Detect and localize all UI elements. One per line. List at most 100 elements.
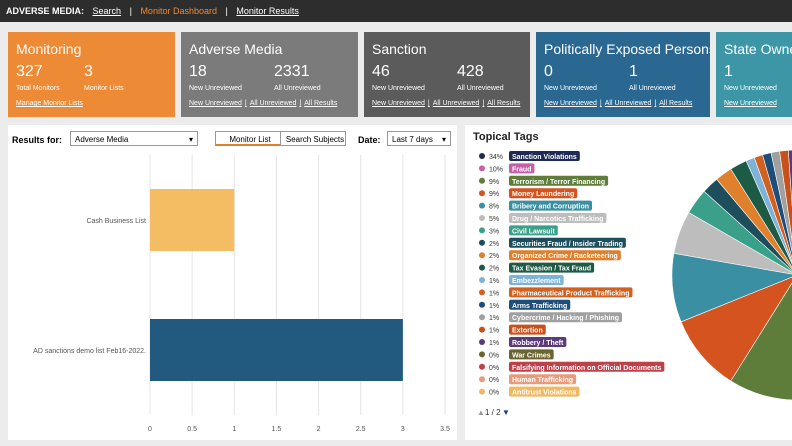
separator: | [244,100,247,107]
tag-label: Embezzlement [512,278,561,285]
stat-label: New Unreviewed [189,85,242,92]
tags-panel: Topical Tags ▲ 1 / 2 ▼ 34% Sanction Viola… [465,125,792,440]
card: Monitoring 327 Total Monitors 3 Monitor List… [8,32,175,117]
card-link[interactable]: All Unreviewed [432,100,480,107]
value-label: 10% [489,166,503,173]
label: Results for: [12,135,63,145]
legend-dot [479,239,485,246]
pager-next[interactable]: ▼ [502,408,510,417]
tag-badge [509,175,609,186]
card-link[interactable]: New Unreviewed [724,100,777,107]
tag-badge [509,237,626,248]
separator: | [654,100,657,107]
tag-badge [509,349,554,360]
card-link[interactable]: New Unreviewed [544,100,597,107]
stat-label: New Unreviewed [372,85,425,92]
value-label: 2% [489,241,499,248]
tag-label: Terrorism / Terror Financing [512,179,605,186]
value-label: 3% [489,228,499,235]
tag-label: Organized Crime / Racketeering [512,253,618,260]
pager-prev[interactable]: ▲ [477,408,485,417]
legend-dot [479,202,485,209]
value-label: 0% [489,365,499,372]
value-label: 8% [489,204,499,211]
tag-label: Tax Evasion / Tax Fraud [512,266,591,273]
stat-label: Total Monitors [16,85,60,92]
tag-label: Sanction Violations [512,154,577,161]
tag-badge [509,262,595,273]
x-tick-label: 3 [401,426,405,433]
legend-dot [479,363,485,370]
pager: 1 / 2 [485,408,501,417]
tag-label: Arms Trafficking [512,303,567,310]
legend-dot [479,277,485,283]
card-links: New Unreviewed | All Unreviewed | All Result… [189,100,337,107]
card: Politically Exposed Persons 0 New Unreview… [536,32,710,117]
separator: | [129,6,132,16]
x-tick-label: 1.5 [272,426,282,433]
card-link[interactable]: All Unreviewed [604,100,652,107]
top-bar: ADVERSE MEDIA: Search | Monitor Dashboar… [0,0,792,22]
value-label: 0% [489,390,499,397]
value-label: 2% [489,253,499,260]
card: Sanction 46 New Unreviewed 428 All Unreviewe… [364,32,530,117]
pie-slice [787,149,792,208]
pie-chart: Topical Tags ▲ 1 / 2 ▼ 34% Sanction Viola… [473,131,792,417]
card-link[interactable]: All Results [659,100,693,107]
card-title: Politically Exposed Persons [544,41,710,57]
tab[interactable]: Search Subjects [280,131,346,146]
tag-badge [509,324,546,335]
card-link[interactable]: New Unreviewed [189,100,242,107]
tag-badge [509,151,580,161]
tag-label: Securities Fraud / Insider Trading [512,241,623,248]
card-link[interactable]: All Results [487,100,521,107]
tag-label: Antitrust Violations [512,390,577,397]
value-label: 0% [489,352,499,359]
tag-badge [509,225,558,236]
stat-label: All Unreviewed [274,85,321,92]
legend-dot [479,264,485,271]
separator: | [225,6,228,16]
tag-label: Money Laundering [512,191,574,198]
x-tick-label: 2.5 [356,426,366,433]
legend-dot [479,326,485,333]
card: State Owned 1 New Unreviewed New Unreviewed [716,32,792,117]
results-select[interactable]: Adverse Media ▾ [70,131,198,146]
stat-label: All Unreviewed [457,85,504,92]
card-links: New Unreviewed [724,100,777,107]
stat-value: 327 [16,63,43,80]
legend-dot [479,227,485,234]
legend-dot [479,351,485,358]
stat-value: 0 [544,63,553,80]
nav-link[interactable]: Monitor Dashboard [140,6,217,16]
label: Date: [358,135,381,145]
value-label: 9% [489,179,499,186]
pie-slice [680,276,792,382]
card-link[interactable]: New Unreviewed [372,100,425,107]
value-label: 1% [489,328,499,335]
bar [150,319,403,381]
app-title: ADVERSE MEDIA: [6,6,85,16]
tag-label: Human Trafficking [512,377,573,384]
select-value: Last 7 days [392,135,433,144]
value-label: 9% [489,191,499,198]
card-link[interactable]: Manage Monitor Lists [16,100,83,107]
select-value: Adverse Media [75,135,129,144]
nav-link[interactable]: Search [92,6,122,16]
value-label: 1% [489,340,499,347]
date-select[interactable]: Last 7 days ▾ [387,131,451,146]
legend-dot [479,165,485,172]
nav-link[interactable]: Monitor Results [236,6,299,16]
tag-label: War Crimes [512,352,551,359]
card-link[interactable]: All Results [304,100,338,107]
card-links: New Unreviewed | All Unreviewed | All Result… [544,100,692,107]
card-link[interactable]: All Unreviewed [249,100,297,107]
tag-label: Falsifying Information on Official Docum… [512,365,661,372]
legend-dot [479,289,485,296]
stat-label: New Unreviewed [724,85,777,92]
x-tick-label: 2 [317,426,321,433]
stat-value: 46 [372,63,390,80]
legend-dot [479,388,485,395]
tag-badge [509,299,571,310]
value-label: 0% [489,377,499,384]
